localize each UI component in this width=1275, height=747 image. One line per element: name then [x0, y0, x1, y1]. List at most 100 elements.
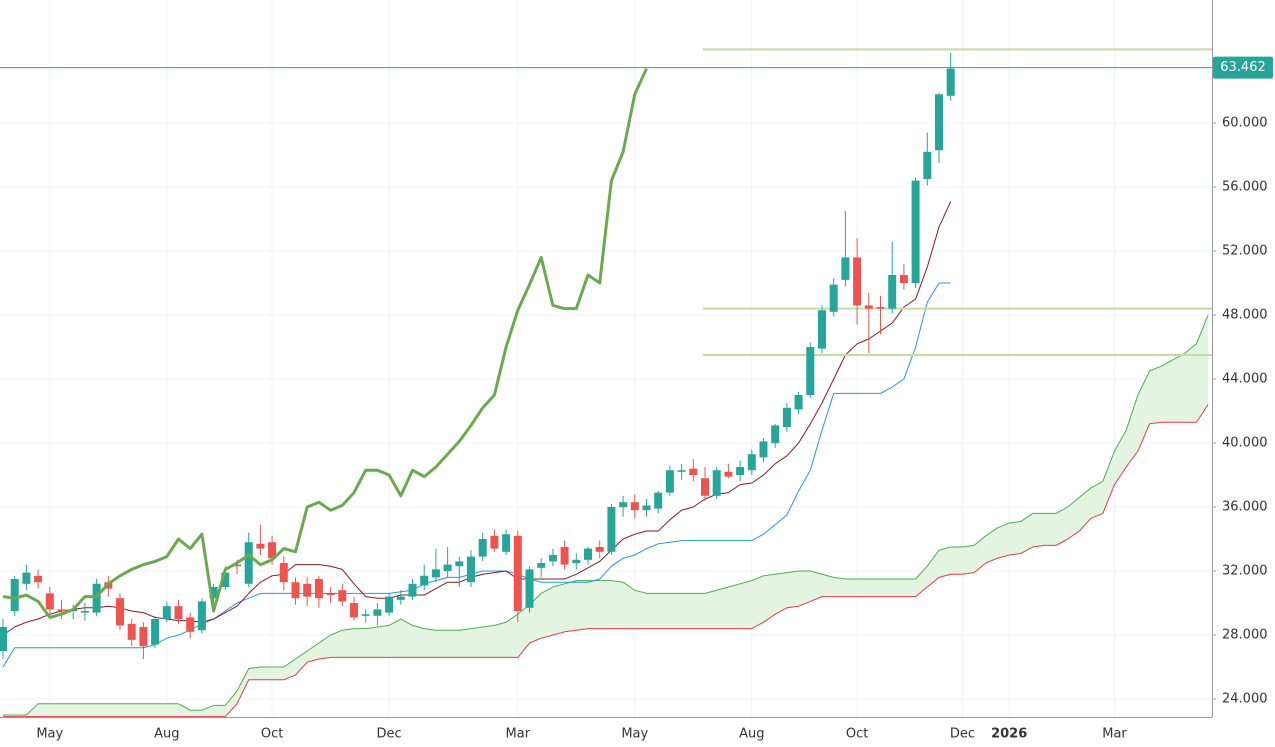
candle-body	[911, 180, 920, 284]
candle-body	[782, 407, 791, 428]
y-tick-label: 24.000	[1222, 692, 1268, 707]
candle-body	[841, 257, 850, 280]
candle-body	[162, 606, 171, 620]
y-tick-label: 32.000	[1222, 564, 1268, 579]
candle-body	[268, 542, 277, 559]
candle-body	[0, 627, 7, 652]
x-tick-label: 2026	[991, 727, 1027, 742]
x-tick-label: Dec	[950, 727, 975, 742]
candle-body	[373, 609, 382, 616]
x-tick-label: Mar	[1102, 727, 1127, 742]
candle-body	[443, 564, 452, 572]
price-label: 63.462	[1220, 60, 1266, 75]
candle-body	[864, 305, 873, 309]
candle-body	[654, 492, 663, 509]
indicator-line	[3, 314, 1209, 716]
candle-body	[478, 539, 487, 557]
candle-body	[899, 275, 908, 284]
x-tick-label: Dec	[377, 727, 402, 742]
candle-body	[209, 587, 218, 599]
x-tick-label: Aug	[739, 727, 764, 742]
candle-body	[701, 478, 709, 496]
y-tick-label: 44.000	[1222, 372, 1268, 387]
y-tick-label: 52.000	[1222, 244, 1268, 259]
candle-body	[794, 395, 803, 410]
candle-body	[829, 284, 838, 312]
candle-body	[256, 543, 265, 549]
candle-body	[127, 623, 136, 640]
candle-body	[151, 619, 160, 645]
x-tick-label: May	[36, 727, 63, 742]
price-label-box	[1213, 56, 1273, 79]
candle-body	[806, 347, 815, 396]
candle-body	[186, 617, 195, 632]
candle-body	[923, 151, 932, 180]
y-tick-label: 40.000	[1222, 436, 1268, 451]
candle-body	[771, 425, 780, 444]
x-tick-label: Oct	[846, 727, 868, 742]
candle-body	[338, 590, 347, 602]
candle-body	[490, 535, 499, 549]
x-tick-label: Aug	[154, 727, 179, 742]
candle-body	[385, 596, 394, 613]
y-tick-label: 60.000	[1222, 116, 1268, 131]
candle-body	[396, 596, 405, 600]
candle-body	[408, 583, 417, 597]
x-tick-label: May	[621, 727, 648, 742]
candle-body	[197, 601, 206, 631]
candle-body	[525, 569, 534, 608]
candle-body	[221, 572, 230, 588]
candle-body	[174, 606, 183, 620]
candle-body	[303, 583, 312, 597]
indicator-line	[2, 68, 648, 619]
candle-body	[818, 310, 826, 349]
candle-body	[888, 275, 897, 309]
candle-body	[233, 564, 241, 567]
y-tick-label: 48.000	[1222, 308, 1268, 323]
candle-body	[935, 94, 943, 151]
candle-body	[548, 555, 557, 562]
y-tick-label: 28.000	[1222, 628, 1268, 643]
indicator-line	[3, 404, 1209, 718]
candle-body	[689, 468, 698, 476]
y-tick-label: 36.000	[1222, 500, 1268, 515]
candle-body	[759, 441, 768, 458]
candle-body	[630, 502, 639, 511]
candle-body	[80, 611, 89, 613]
candle-body	[92, 583, 101, 613]
candle-body	[853, 257, 862, 306]
candle-body	[537, 563, 546, 568]
candle-body	[291, 582, 300, 599]
candle-body	[361, 614, 370, 616]
plot-area	[0, 48, 1212, 718]
candle-body	[642, 505, 651, 511]
candle-body	[572, 559, 581, 564]
x-tick-label: Oct	[261, 727, 283, 742]
candle-body	[34, 575, 43, 583]
candle-body	[736, 467, 745, 476]
candle-body	[502, 534, 511, 552]
candle-body	[314, 579, 323, 599]
candle-body	[946, 68, 955, 96]
candle-body	[724, 471, 733, 477]
candle-body	[431, 569, 440, 578]
indicator-line	[2, 282, 951, 668]
candle-body	[22, 572, 31, 584]
candle-body	[560, 547, 569, 565]
candle-body	[116, 598, 124, 626]
candle-body	[350, 603, 358, 618]
candle-body	[10, 579, 19, 612]
candle-body	[455, 561, 464, 567]
candle-body	[595, 547, 604, 552]
candle-body	[712, 470, 721, 496]
candle-body	[45, 593, 54, 610]
candle-body	[876, 307, 885, 309]
candle-body	[420, 575, 429, 586]
y-tick-label: 56.000	[1222, 180, 1268, 195]
indicator-line	[2, 201, 952, 636]
candle-body	[607, 507, 616, 552]
candle-body	[326, 593, 335, 596]
candle-body	[747, 454, 756, 471]
candle-body	[139, 627, 148, 647]
